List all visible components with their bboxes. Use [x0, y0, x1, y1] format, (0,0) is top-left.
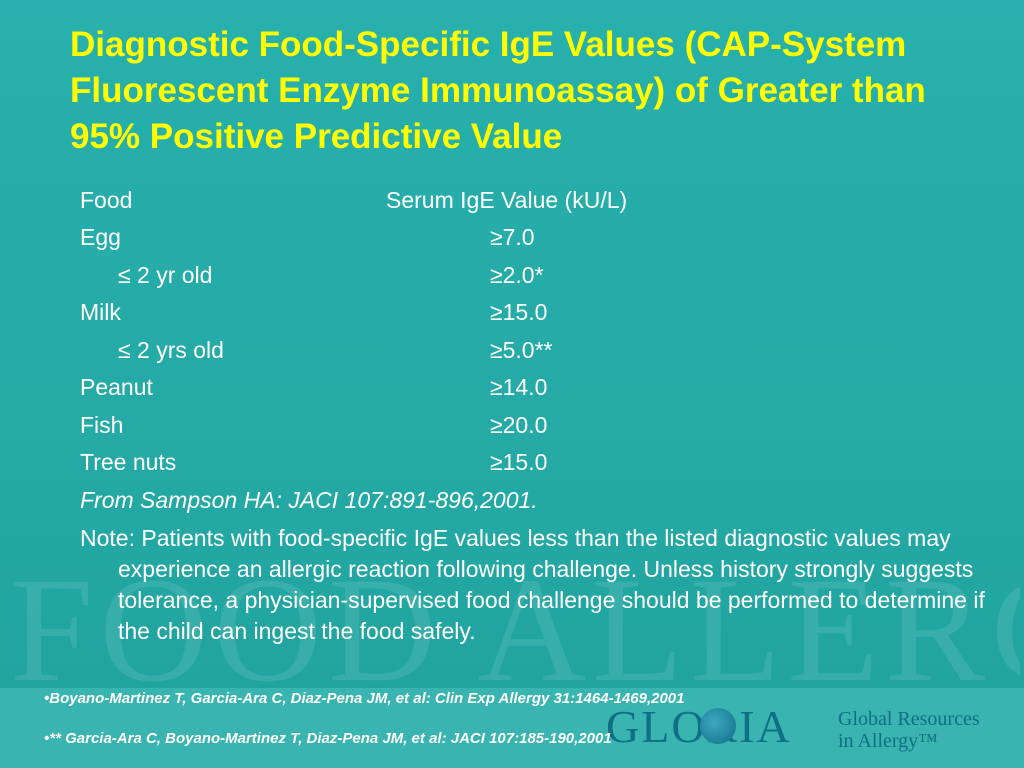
logo-tagline: in Allergy™	[838, 730, 938, 752]
slide-title: Diagnostic Food-Specific IgE Values (CAP…	[70, 25, 926, 156]
note-paragraph: Note: Patients with food-specific IgE va…	[80, 525, 985, 644]
food-name: ≤ 2 yrs old	[118, 337, 224, 363]
food-name: ≤ 2 yr old	[118, 262, 213, 288]
ige-value: ≥20.0	[490, 412, 548, 438]
gloria-logo: GLORIA	[606, 701, 792, 752]
ige-value: ≥7.0	[490, 224, 535, 250]
food-name: Peanut	[80, 374, 153, 400]
table-header-value: Serum IgE Value (kU/L)	[386, 187, 628, 213]
ige-value: ≥14.0	[490, 374, 548, 400]
food-name: Egg	[80, 224, 121, 250]
reference: •** Garcia-Ara C, Boyano-Martinez T, Dia…	[44, 730, 612, 747]
logo-tagline: Global Resources	[838, 708, 980, 730]
footer-band	[0, 688, 1024, 768]
table-header-food: Food	[80, 187, 133, 213]
ige-value: ≥2.0*	[490, 262, 544, 288]
ige-value: ≥15.0	[490, 299, 548, 325]
food-name: Tree nuts	[80, 449, 177, 475]
food-name: Milk	[80, 299, 121, 325]
food-name: Fish	[80, 412, 124, 438]
ige-value: ≥5.0**	[490, 337, 553, 363]
globe-icon	[700, 708, 736, 744]
reference: •Boyano-Martinez T, Garcia-Ara C, Diaz-P…	[44, 690, 685, 707]
source-citation: From Sampson HA: JACI 107:891-896,2001.	[80, 487, 538, 513]
ige-value: ≥15.0	[490, 449, 548, 475]
